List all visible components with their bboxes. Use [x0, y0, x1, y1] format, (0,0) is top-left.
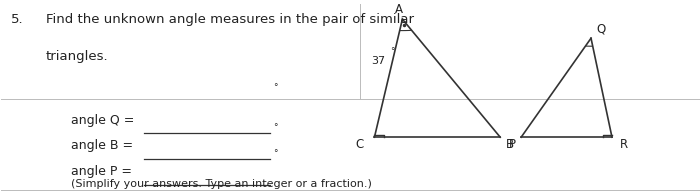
Text: (Simplify your answers. Type an integer or a fraction.): (Simplify your answers. Type an integer …	[71, 179, 372, 189]
Text: angle P =: angle P =	[71, 165, 132, 178]
Text: angle B =: angle B =	[71, 139, 133, 152]
Text: 5.: 5.	[11, 13, 24, 27]
Text: C: C	[356, 138, 364, 151]
Text: 37: 37	[371, 56, 385, 66]
Text: Q: Q	[596, 22, 606, 35]
Text: Find the unknown angle measures in the pair of similar: Find the unknown angle measures in the p…	[46, 13, 414, 27]
Text: °: °	[273, 123, 278, 132]
Text: °: °	[273, 149, 278, 158]
Text: B: B	[506, 138, 514, 151]
Text: R: R	[620, 138, 629, 151]
Text: P: P	[509, 138, 516, 151]
Text: angle Q =: angle Q =	[71, 113, 134, 127]
Text: °: °	[390, 47, 394, 56]
Text: A: A	[395, 3, 403, 16]
Text: °: °	[273, 83, 278, 92]
Text: triangles.: triangles.	[46, 50, 108, 63]
